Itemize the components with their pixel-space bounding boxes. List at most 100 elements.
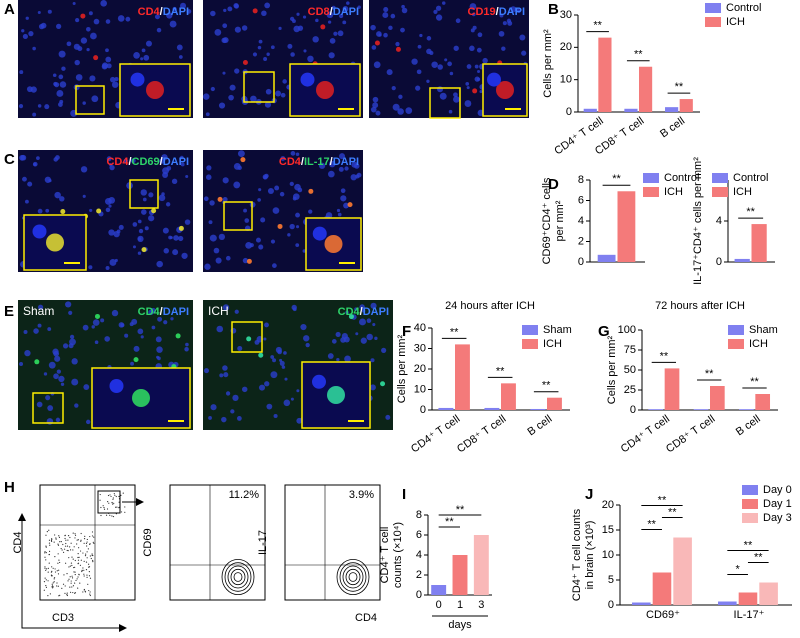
event [92, 559, 94, 562]
nucleus [137, 235, 144, 243]
nucleus [36, 156, 40, 161]
event [44, 567, 46, 569]
nucleus [46, 418, 54, 425]
event [120, 494, 122, 496]
nucleus [370, 106, 377, 113]
event [53, 577, 56, 579]
nucleus [289, 181, 294, 187]
nucleus [223, 372, 229, 378]
nucleus [47, 327, 52, 331]
y-tick-label: 15 [602, 524, 614, 536]
y-tick-label: 40 [414, 322, 426, 334]
event [67, 535, 70, 537]
inset-cell [327, 386, 345, 404]
nucleus [61, 66, 66, 71]
nucleus [140, 189, 147, 196]
event [88, 589, 90, 592]
event [82, 552, 84, 554]
event [58, 559, 60, 561]
plot-frame [284, 484, 381, 601]
nucleus [159, 158, 165, 164]
nucleus [169, 20, 177, 28]
nucleus [474, 64, 479, 69]
event [56, 585, 58, 587]
event [45, 585, 47, 587]
nucleus [340, 188, 346, 194]
nucleus [88, 11, 93, 16]
nucleus [279, 191, 285, 197]
nucleus [105, 56, 112, 63]
y-tick-label: 20 [560, 41, 572, 53]
nucleus [37, 104, 42, 108]
event [71, 586, 73, 588]
nucleus [91, 95, 99, 103]
nucleus [56, 23, 62, 30]
nucleus [82, 324, 89, 331]
y-tick-label: 20 [414, 363, 426, 375]
nucleus [141, 48, 146, 53]
stained-cell [395, 46, 401, 52]
event [49, 593, 51, 595]
event [74, 534, 77, 536]
nucleus [89, 208, 93, 212]
y-tick-label: 20 [602, 499, 614, 511]
event [49, 544, 51, 546]
nucleus [59, 196, 65, 202]
nucleus [45, 395, 51, 401]
stain-part: / [330, 6, 333, 18]
nucleus [19, 70, 24, 75]
nucleus [180, 2, 187, 9]
nucleus [437, 64, 443, 70]
legend-label: ICH [664, 186, 683, 198]
significance-label: ** [593, 20, 602, 32]
nucleus [154, 14, 160, 20]
group-label: Sham [23, 304, 54, 318]
nucleus [502, 21, 507, 26]
stain-part: / [301, 156, 304, 168]
nucleus [329, 37, 336, 44]
stain-part: DAPI [333, 6, 359, 18]
y-tick-label: 0 [578, 256, 584, 268]
stain-label: CD8/DAPI [308, 6, 359, 18]
y-axis-label: per mm² [554, 200, 566, 241]
nucleus [106, 63, 112, 69]
nucleus [24, 199, 29, 204]
stain-part: / [160, 6, 163, 18]
significance-label: ** [744, 539, 753, 551]
nucleus [37, 304, 44, 310]
nucleus [264, 173, 269, 179]
nucleus [400, 27, 405, 33]
event [74, 559, 76, 562]
event [107, 501, 109, 503]
nucleus [206, 165, 212, 171]
event [69, 546, 71, 548]
nucleus [257, 198, 261, 202]
nucleus [439, 92, 447, 100]
nucleus [19, 361, 24, 366]
nucleus [289, 223, 295, 230]
nucleus [145, 40, 152, 47]
inset-nucleus [300, 72, 315, 87]
nucleus [386, 69, 393, 76]
nucleus [258, 384, 266, 391]
nucleus [370, 24, 376, 31]
bar [652, 572, 672, 605]
stained-cell [258, 352, 264, 358]
event [79, 550, 82, 552]
event [100, 514, 102, 517]
event [69, 549, 72, 551]
nucleus [158, 194, 166, 202]
stained-cell [34, 359, 40, 365]
event [44, 551, 46, 553]
event [47, 567, 49, 569]
event [92, 561, 94, 563]
event [67, 539, 69, 541]
nucleus [237, 150, 245, 158]
stained-cell [472, 88, 478, 94]
nucleus [20, 154, 27, 161]
nucleus [519, 34, 526, 41]
stained-cell [94, 313, 100, 319]
nucleus [106, 156, 112, 162]
event [54, 534, 56, 536]
